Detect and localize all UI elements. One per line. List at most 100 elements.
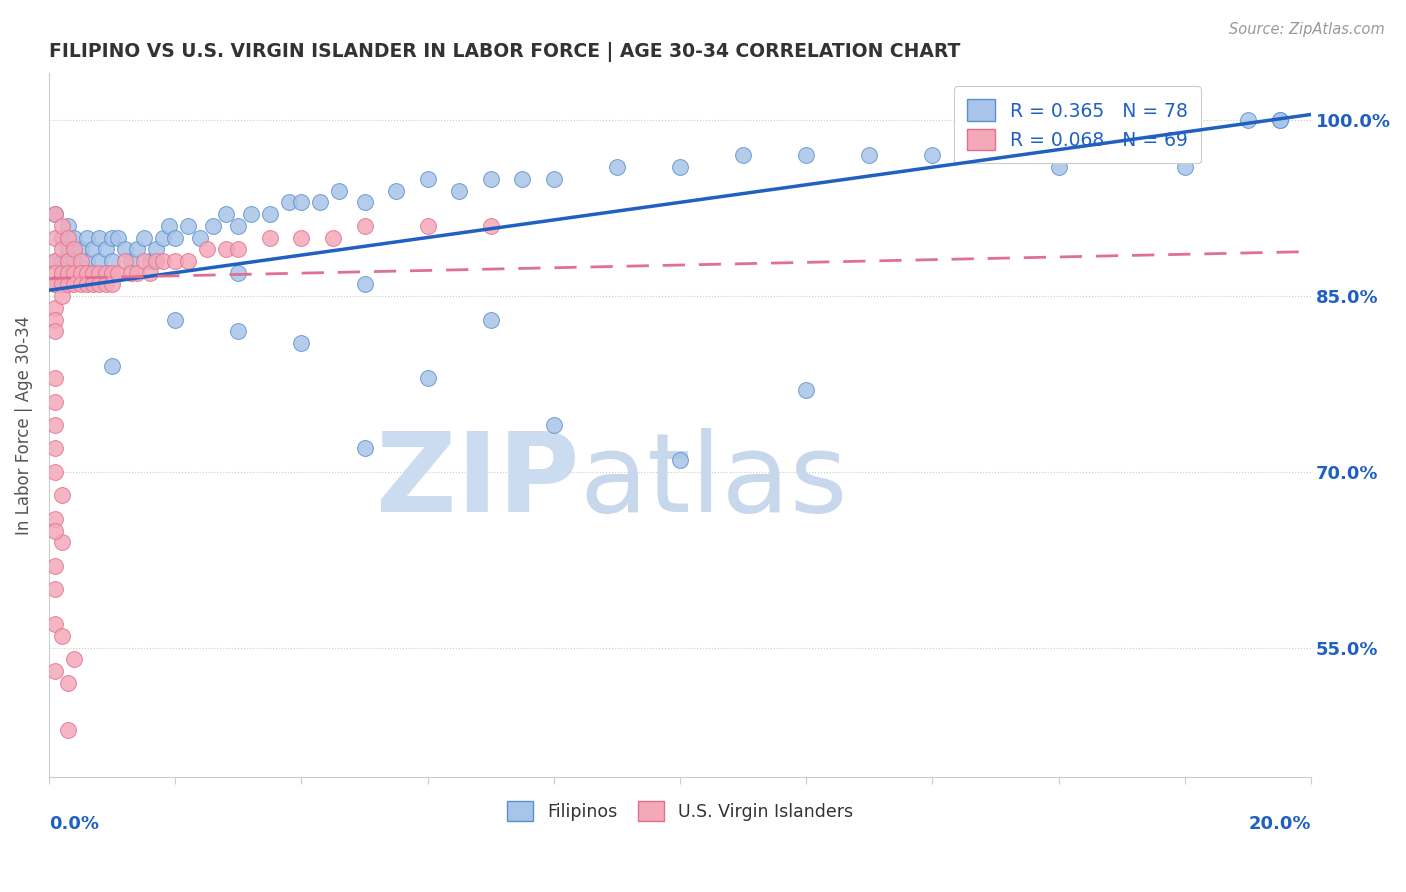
Point: [120, 254, 142, 268]
Point: [984, 136, 1007, 151]
Point: [56, 242, 79, 256]
Point: [44, 582, 66, 596]
Point: [69, 277, 91, 292]
Point: [51, 254, 73, 268]
Point: [51, 629, 73, 643]
Text: atlas: atlas: [579, 428, 848, 535]
Point: [1174, 160, 1197, 174]
Point: [51, 230, 73, 244]
Point: [226, 324, 249, 338]
Y-axis label: In Labor Force | Age 30-34: In Labor Force | Age 30-34: [15, 316, 32, 534]
Point: [44, 266, 66, 280]
Point: [51, 277, 73, 292]
Point: [139, 266, 162, 280]
Point: [215, 242, 238, 256]
Point: [44, 230, 66, 244]
Text: 0.0%: 0.0%: [49, 815, 98, 833]
Point: [69, 254, 91, 268]
Point: [94, 266, 117, 280]
Point: [101, 230, 124, 244]
Point: [69, 266, 91, 280]
Point: [94, 277, 117, 292]
Point: [44, 442, 66, 456]
Point: [51, 289, 73, 303]
Point: [794, 148, 817, 162]
Point: [51, 242, 73, 256]
Point: [63, 266, 86, 280]
Point: [449, 184, 471, 198]
Point: [543, 172, 565, 186]
Point: [669, 160, 692, 174]
Point: [239, 207, 262, 221]
Point: [76, 230, 98, 244]
Point: [56, 277, 79, 292]
Point: [101, 359, 124, 374]
Point: [669, 453, 692, 467]
Point: [63, 277, 86, 292]
Point: [226, 219, 249, 233]
Point: [101, 277, 124, 292]
Point: [114, 254, 136, 268]
Point: [195, 242, 218, 256]
Point: [69, 242, 91, 256]
Point: [290, 230, 312, 244]
Point: [76, 277, 98, 292]
Point: [177, 219, 200, 233]
Point: [89, 277, 111, 292]
Point: [177, 254, 200, 268]
Point: [127, 242, 149, 256]
Text: ZIP: ZIP: [375, 428, 579, 535]
Point: [290, 195, 312, 210]
Point: [921, 148, 943, 162]
Point: [1174, 125, 1197, 139]
Point: [63, 230, 86, 244]
Point: [63, 652, 86, 666]
Point: [101, 266, 124, 280]
Point: [145, 254, 167, 268]
Point: [157, 219, 180, 233]
Text: FILIPINO VS U.S. VIRGIN ISLANDER IN LABOR FORCE | AGE 30-34 CORRELATION CHART: FILIPINO VS U.S. VIRGIN ISLANDER IN LABO…: [49, 42, 960, 62]
Point: [1047, 160, 1070, 174]
Point: [44, 371, 66, 385]
Point: [101, 254, 124, 268]
Point: [1268, 113, 1291, 128]
Point: [416, 172, 439, 186]
Point: [226, 266, 249, 280]
Point: [353, 195, 375, 210]
Point: [44, 417, 66, 432]
Point: [1111, 125, 1133, 139]
Point: [44, 558, 66, 573]
Point: [1047, 136, 1070, 151]
Point: [51, 266, 73, 280]
Point: [56, 266, 79, 280]
Point: [51, 488, 73, 502]
Point: [353, 277, 375, 292]
Point: [479, 312, 502, 326]
Point: [328, 184, 350, 198]
Point: [479, 172, 502, 186]
Point: [44, 524, 66, 538]
Point: [543, 417, 565, 432]
Point: [1268, 113, 1291, 128]
Point: [794, 383, 817, 397]
Point: [733, 148, 755, 162]
Point: [44, 394, 66, 409]
Point: [120, 266, 142, 280]
Point: [139, 254, 162, 268]
Point: [51, 277, 73, 292]
Point: [44, 254, 66, 268]
Point: [89, 266, 111, 280]
Point: [44, 324, 66, 338]
Point: [56, 676, 79, 690]
Point: [69, 266, 91, 280]
Point: [51, 219, 73, 233]
Point: [152, 230, 174, 244]
Point: [44, 277, 66, 292]
Point: [290, 336, 312, 351]
Point: [107, 266, 129, 280]
Point: [145, 242, 167, 256]
Point: [165, 312, 187, 326]
Point: [51, 535, 73, 549]
Text: 20.0%: 20.0%: [1249, 815, 1312, 833]
Point: [44, 207, 66, 221]
